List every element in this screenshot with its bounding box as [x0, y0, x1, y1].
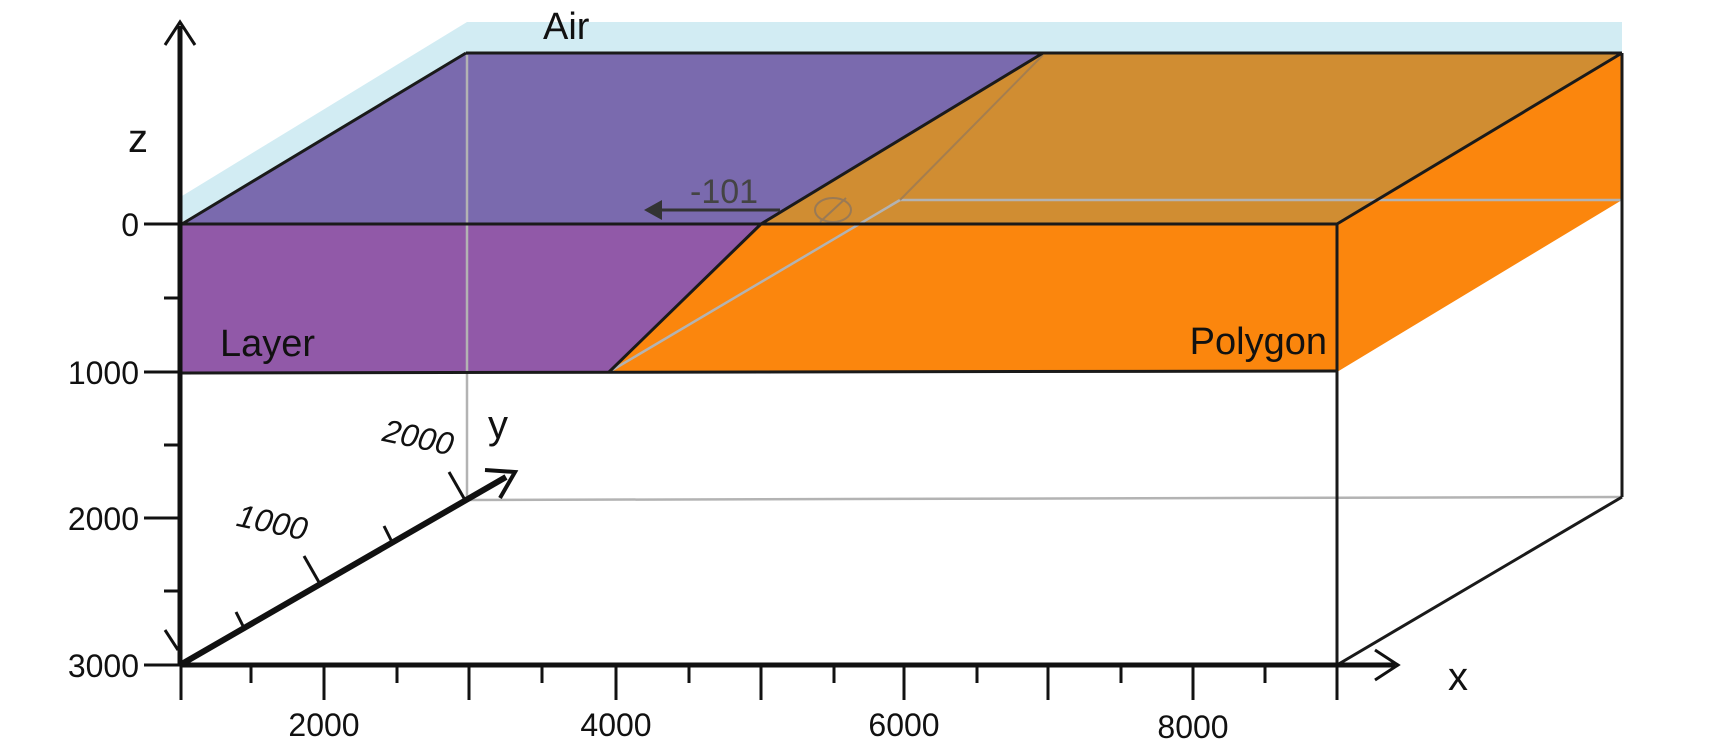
- x-tick-label-6000: 6000: [868, 707, 939, 743]
- air-region: [182, 22, 1622, 222]
- y-tick-label-1000: 1000: [234, 497, 311, 547]
- dip-marker: [814, 197, 852, 223]
- layer-front-face: [182, 224, 761, 372]
- hidden-fault-edges: [899, 54, 1044, 201]
- hidden-edges: [465, 55, 1623, 502]
- z-tick-label-1000: 1000: [68, 355, 139, 391]
- x-axis: [179, 648, 1401, 700]
- outline-edges: [181, 51, 1624, 667]
- x-tick-label-2000: 2000: [288, 707, 359, 743]
- z-tick-label-3000: 3000: [68, 648, 139, 684]
- y-tick-2000: [447, 471, 467, 501]
- air-label: Air: [543, 6, 590, 48]
- y-tick-1000: [302, 555, 322, 585]
- strike-annotation-label: -101: [690, 173, 758, 211]
- polygon-label: Polygon: [1190, 321, 1327, 363]
- polygon-side-face: [1337, 53, 1622, 372]
- x-axis-name: x: [1448, 655, 1468, 699]
- y-axis-name: y: [488, 403, 508, 447]
- z-tick-label-2000: 2000: [68, 501, 139, 537]
- layer-label: Layer: [220, 323, 315, 365]
- strike-arrow: [644, 200, 780, 220]
- x-tick-label-4000: 4000: [580, 707, 651, 743]
- z-tick-label-0: 0: [121, 207, 139, 243]
- y-tick-label-2000: 2000: [379, 412, 457, 462]
- y-axis: [178, 468, 519, 668]
- z-axis-name: z: [128, 117, 148, 161]
- z-axis: [144, 19, 197, 667]
- x-tick-label-8000: 8000: [1157, 709, 1228, 744]
- polygon-front-face: [609, 224, 1337, 372]
